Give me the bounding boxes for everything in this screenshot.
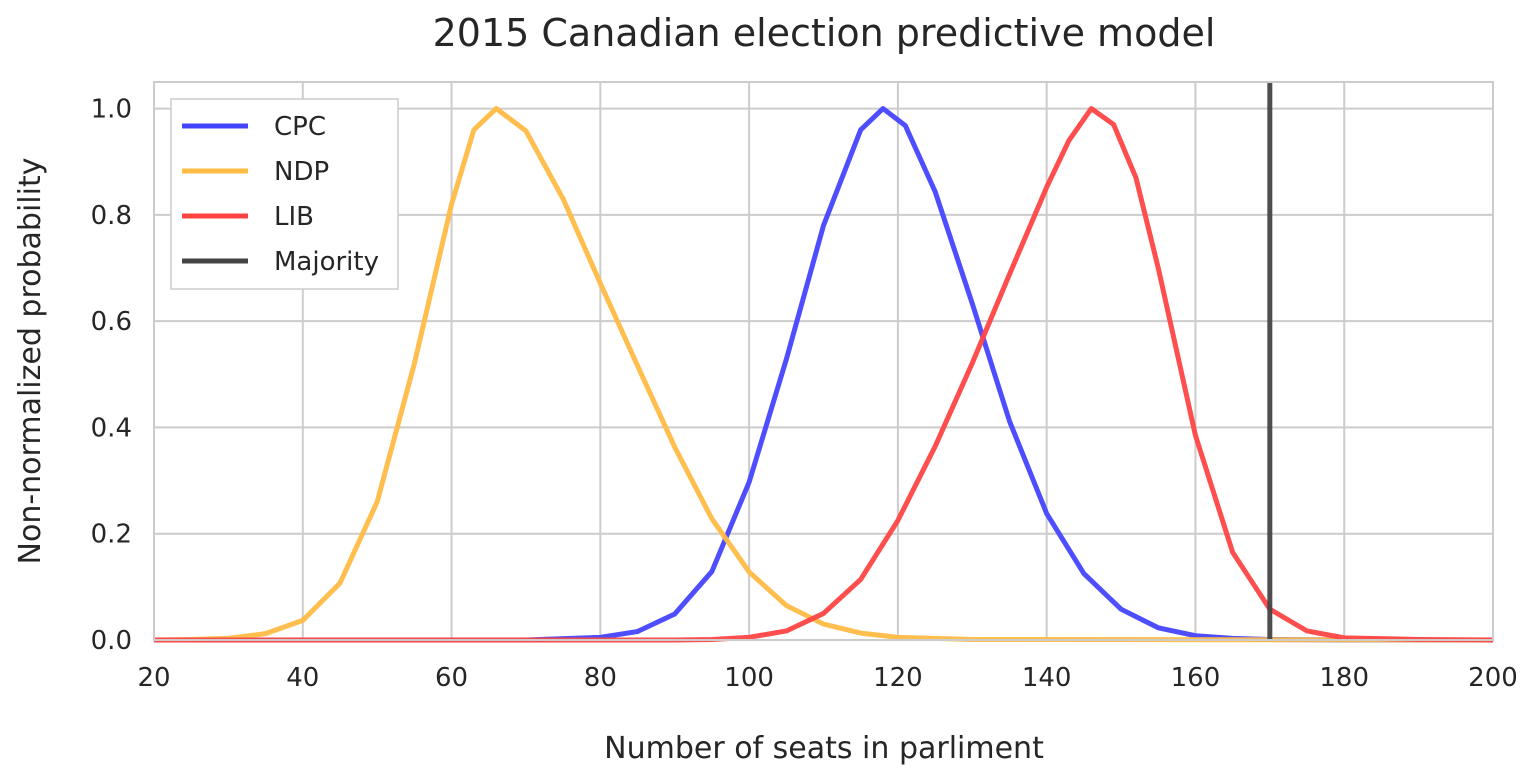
x-tick-label: 160 xyxy=(1171,663,1221,693)
legend-label-majority: Majority xyxy=(274,247,379,277)
series-line-lib xyxy=(154,106,1494,643)
x-axis-ticks: 20 40 60 80 100 120 140 160 180 200 xyxy=(137,663,1517,693)
y-tick-label: 0.2 xyxy=(91,520,132,550)
x-tick-label: 40 xyxy=(286,663,319,693)
y-axis-label: Non-normalized probability xyxy=(13,158,48,565)
legend-box xyxy=(170,98,399,290)
x-tick-label: 100 xyxy=(724,663,774,693)
y-axis-ticks: 0.0 0.2 0.4 0.6 0.8 1.0 xyxy=(91,95,132,656)
y-tick-label: 1.0 xyxy=(91,95,132,125)
y-tick-label: 0.0 xyxy=(91,626,132,656)
x-tick-label: 80 xyxy=(584,663,617,693)
x-tick-label: 120 xyxy=(873,663,923,693)
x-tick-label: 60 xyxy=(435,663,468,693)
y-tick-label: 0.6 xyxy=(91,307,132,337)
series-lines xyxy=(153,82,1494,643)
y-tick-label: 0.8 xyxy=(91,201,132,231)
x-tick-label: 140 xyxy=(1022,663,1072,693)
x-tick-label: 180 xyxy=(1319,663,1369,693)
legend: CPC NDP LIB Majority xyxy=(170,98,399,290)
x-tick-label: 20 xyxy=(137,663,170,693)
plot-frame xyxy=(153,81,1494,641)
legend-label-cpc: CPC xyxy=(274,112,326,142)
legend-label-ndp: NDP xyxy=(274,157,329,187)
y-tick-label: 0.4 xyxy=(91,413,132,443)
series-line-cpc xyxy=(154,106,1493,643)
chart-title: 2015 Canadian election predictive model xyxy=(433,11,1216,55)
x-tick-label: 200 xyxy=(1468,663,1518,693)
x-axis-label: Number of seats in parliment xyxy=(604,731,1044,766)
series-line-ndp xyxy=(153,106,1494,643)
legend-label-lib: LIB xyxy=(274,202,314,232)
